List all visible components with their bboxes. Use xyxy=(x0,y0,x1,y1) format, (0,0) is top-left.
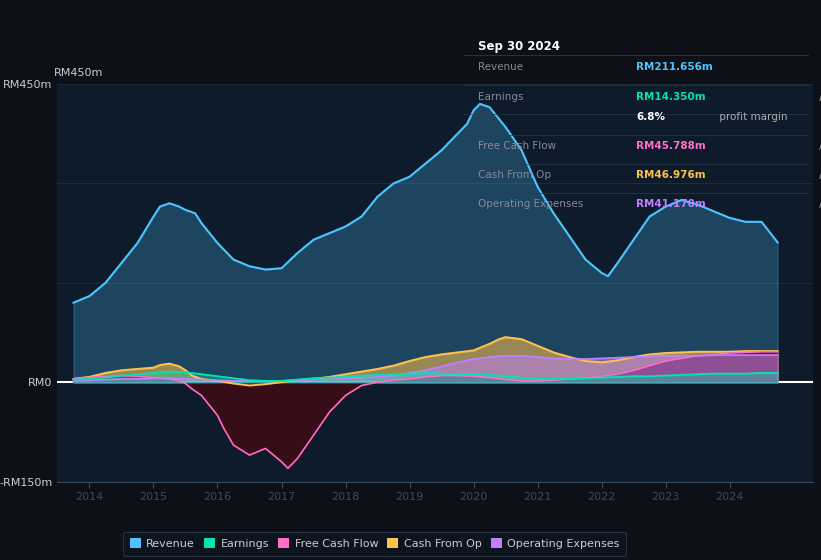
Text: /yr: /yr xyxy=(816,199,821,209)
Text: /yr: /yr xyxy=(816,141,821,151)
Text: Cash From Op: Cash From Op xyxy=(478,170,551,180)
Text: profit margin: profit margin xyxy=(716,112,788,122)
Text: RM211.656m: RM211.656m xyxy=(636,63,713,72)
Text: RM46.976m: RM46.976m xyxy=(636,170,706,180)
Text: Sep 30 2024: Sep 30 2024 xyxy=(478,40,560,53)
Text: RM14.350m: RM14.350m xyxy=(636,91,706,101)
Text: Earnings: Earnings xyxy=(478,91,523,101)
Text: /yr: /yr xyxy=(816,170,821,180)
Text: RM450m: RM450m xyxy=(53,68,103,78)
Text: Revenue: Revenue xyxy=(478,63,523,72)
Text: /yr: /yr xyxy=(816,91,821,101)
Text: Operating Expenses: Operating Expenses xyxy=(478,199,583,209)
Text: 6.8%: 6.8% xyxy=(636,112,665,122)
Text: RM41.170m: RM41.170m xyxy=(636,199,706,209)
Text: Free Cash Flow: Free Cash Flow xyxy=(478,141,556,151)
Text: RM45.788m: RM45.788m xyxy=(636,141,706,151)
Legend: Revenue, Earnings, Free Cash Flow, Cash From Op, Operating Expenses: Revenue, Earnings, Free Cash Flow, Cash … xyxy=(123,532,626,556)
